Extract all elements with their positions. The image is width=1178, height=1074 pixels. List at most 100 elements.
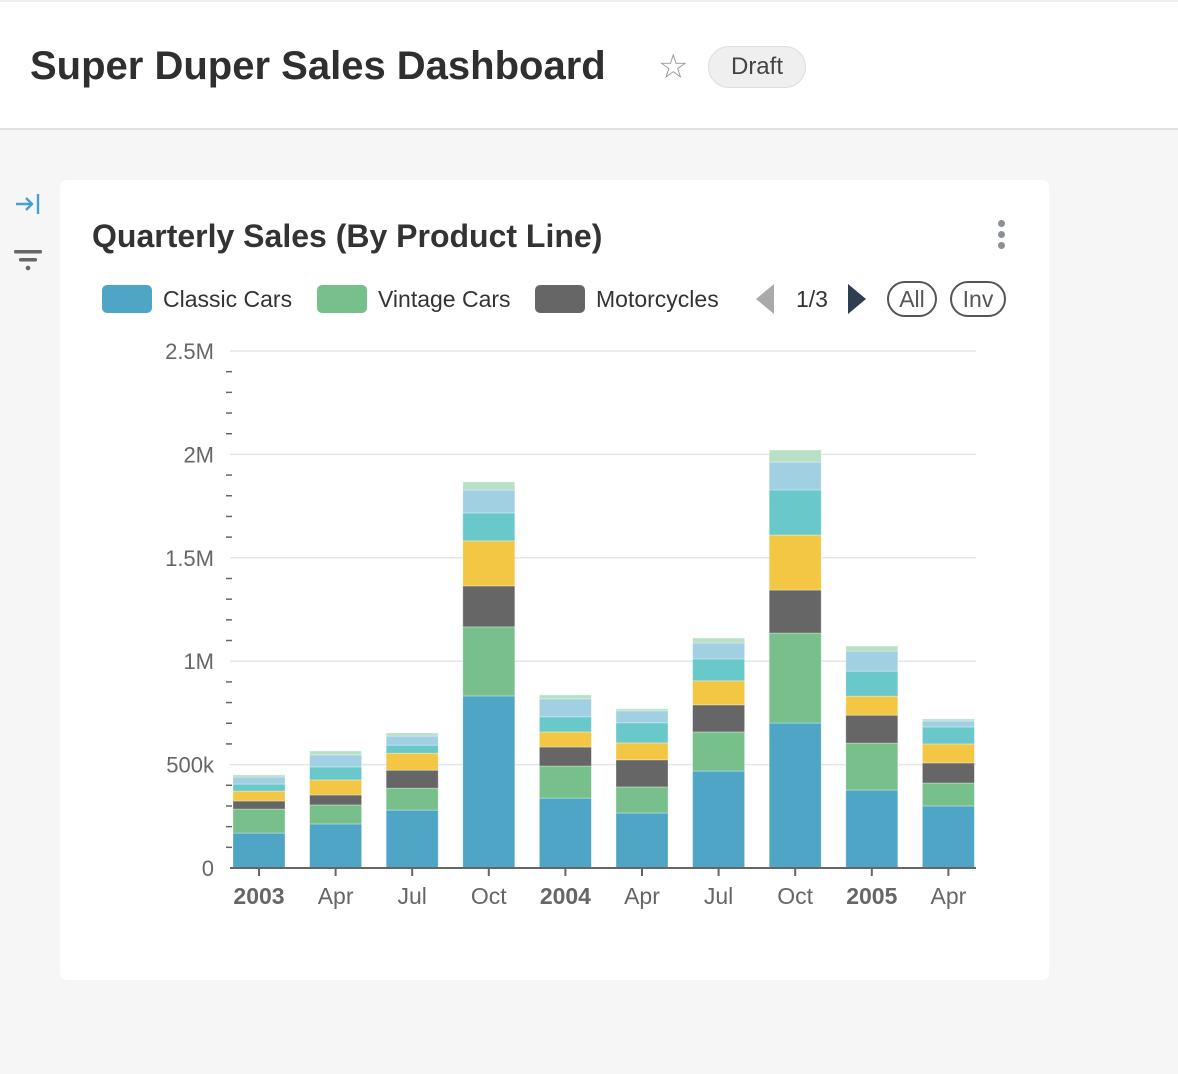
bar-segment [768, 589, 822, 634]
bar-segment [845, 650, 899, 672]
dashboard-header: Super Duper Sales Dashboard ☆ Draft [0, 0, 1178, 130]
bar-segment [462, 481, 516, 491]
legend-swatch [535, 285, 585, 313]
bar-segment [385, 735, 439, 746]
legend-swatch [102, 285, 152, 313]
bar-segment [385, 752, 439, 771]
bar-segment [232, 832, 286, 869]
legend-label: Classic Cars [163, 285, 293, 312]
bar-segment [845, 742, 899, 791]
x-tick-label: Apr [931, 883, 967, 909]
bar-segment [232, 790, 286, 802]
bar-segment [922, 720, 975, 728]
bar-segment [539, 698, 592, 718]
collapse-arrow-icon[interactable] [14, 192, 42, 216]
bar-segment [462, 695, 516, 869]
bar-segment [768, 461, 822, 491]
bar-segment [845, 670, 899, 697]
bar-segment [385, 769, 439, 789]
bar-segment [232, 774, 286, 778]
bar-segment [309, 754, 363, 768]
y-tick-label: 1M [183, 649, 214, 674]
bar-segment [768, 534, 822, 591]
bar-segment [309, 750, 363, 756]
bar-segment [768, 449, 822, 463]
bar-segment [845, 714, 899, 744]
star-icon[interactable]: ☆ [658, 48, 689, 86]
bar-segment [692, 680, 745, 706]
legend-invert-button[interactable]: Inv [950, 281, 1006, 317]
bar-segment [692, 704, 745, 733]
bar-segment [462, 585, 516, 628]
bar-segment [385, 744, 439, 754]
bar-segment [539, 746, 592, 767]
bar-segment [309, 823, 363, 869]
x-tick-label: Oct [471, 883, 507, 909]
bar-segment [615, 710, 669, 724]
bar-segment [845, 645, 899, 652]
bar-segment [922, 718, 975, 722]
x-tick-label: Jul [397, 883, 426, 909]
dashboard-title: Super Duper Sales Dashboard [30, 44, 606, 88]
bar-segment [922, 782, 975, 807]
y-tick-label: 2M [183, 442, 214, 467]
bar-segment [385, 787, 439, 811]
legend-prev-icon[interactable] [756, 284, 776, 314]
bar-segment [768, 489, 822, 536]
bar-segment [462, 512, 516, 542]
bar-segment [615, 742, 669, 761]
legend-item-vintage-cars[interactable]: Vintage Cars [317, 284, 511, 314]
bar-segment [922, 805, 975, 869]
legend-item-motorcycles[interactable]: Motorcycles [535, 284, 719, 314]
bar-segment [845, 789, 899, 869]
bar-segment [539, 694, 592, 700]
bar-segment [692, 642, 745, 660]
bar-segment [615, 708, 669, 712]
bar-segment [232, 783, 286, 792]
bar-segment [768, 722, 822, 869]
status-badge: Draft [708, 46, 806, 88]
bar-segment [922, 743, 975, 764]
y-tick-label: 2.5M [165, 339, 214, 364]
chart-title: Quarterly Sales (By Product Line) [92, 218, 603, 254]
y-tick-label: 1.5M [165, 546, 214, 571]
bar-segment [462, 626, 516, 697]
bar-segment [385, 732, 439, 737]
y-tick-label: 500k [166, 753, 215, 778]
legend-next-icon[interactable] [848, 284, 868, 314]
bar-segment [615, 786, 669, 814]
y-tick-label: 0 [202, 856, 214, 881]
more-options-icon[interactable] [995, 220, 1007, 254]
bar-segment [922, 726, 975, 745]
bar-segment [385, 809, 439, 869]
legend-swatch [317, 285, 367, 313]
x-tick-label: 2004 [540, 883, 591, 909]
bar-segment [309, 794, 363, 806]
bar-segment [692, 637, 745, 644]
x-tick-label: Apr [318, 883, 354, 909]
bar-segment [539, 716, 592, 733]
bar-segment [615, 812, 669, 869]
bar-segment [462, 489, 516, 514]
filter-icon[interactable] [14, 248, 42, 274]
bar-segment [462, 540, 516, 587]
bar-segment [539, 797, 592, 869]
legend-select-all-button[interactable]: All [887, 281, 937, 317]
bar-segment [232, 776, 286, 785]
legend-item-classic-cars[interactable]: Classic Cars [102, 284, 292, 314]
legend-label: Vintage Cars [378, 285, 511, 312]
bar-segment [309, 804, 363, 825]
bar-segment [309, 779, 363, 796]
bar-segment [232, 800, 286, 810]
legend-label: Motorcycles [596, 285, 719, 312]
bar-segment [615, 759, 669, 788]
bar-segment [309, 766, 363, 781]
bar-segment [692, 731, 745, 772]
bar-segment [845, 695, 899, 716]
x-tick-label: Apr [624, 883, 660, 909]
bar-segment [692, 770, 745, 869]
bar-segment [539, 765, 592, 799]
bar-segment [232, 808, 286, 834]
x-tick-label: 2005 [846, 883, 897, 909]
